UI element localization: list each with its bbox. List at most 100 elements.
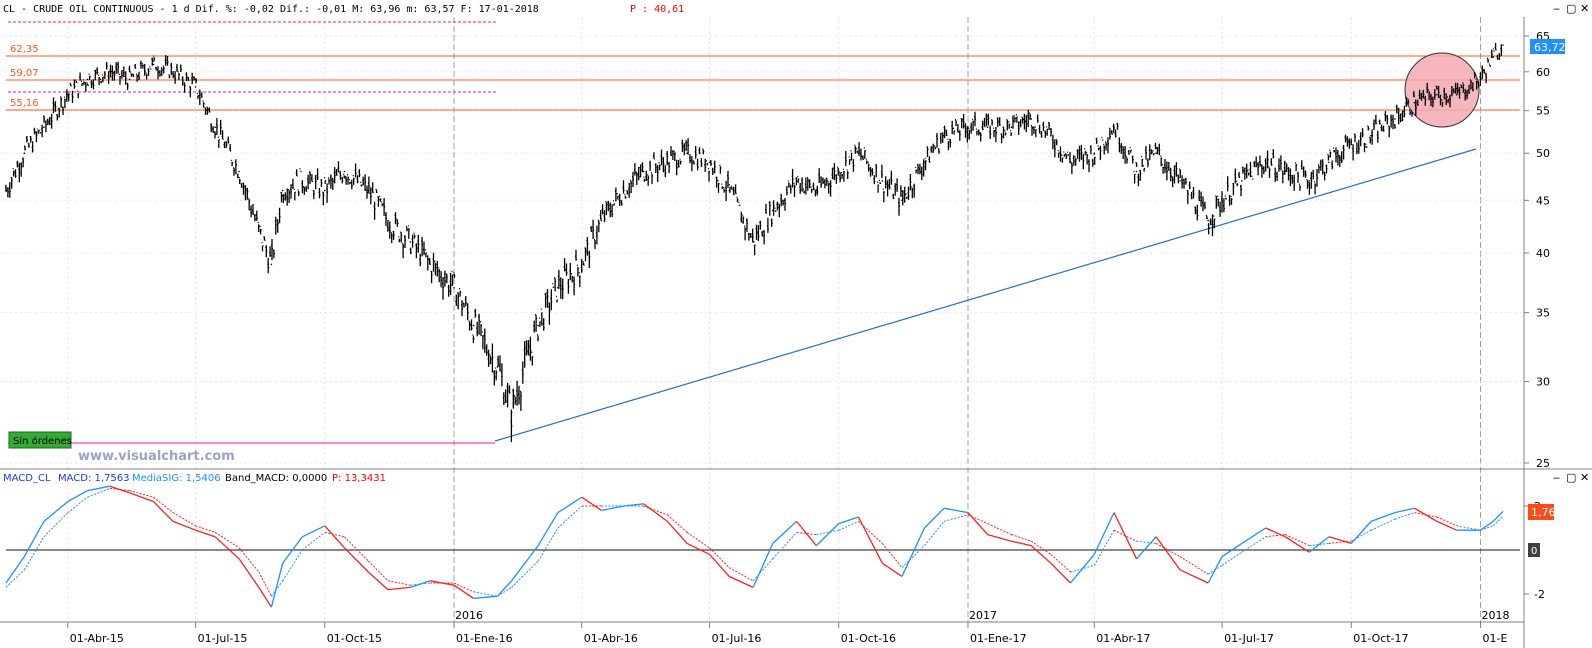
level-label-59: 59,07 [10, 68, 39, 79]
price-point [214, 126, 216, 128]
price-point [1241, 180, 1243, 182]
macd-line-segment [1492, 510, 1504, 522]
time-tick-label: 01-Ene-16 [456, 632, 513, 645]
signal-line-segment [387, 580, 411, 586]
macd-line-segment [195, 529, 216, 538]
macd-line-segment [923, 507, 945, 529]
signal-line-segment [497, 586, 512, 597]
signal-line-segment [1414, 512, 1438, 518]
close-icon[interactable]: ✕ [1580, 2, 1589, 15]
svg-text:1,76: 1,76 [1531, 506, 1556, 519]
signal-line-segment [1480, 525, 1494, 531]
macd-line-segment [410, 580, 431, 589]
macd-line-segment [153, 501, 174, 522]
signal-line-segment [172, 512, 196, 527]
maximize-icon[interactable]: ▢ [1566, 2, 1576, 15]
price-tick-label: 60 [1536, 66, 1550, 79]
price-point [1135, 170, 1138, 173]
time-tick-label: 01-Jul-17 [1224, 632, 1274, 645]
price-point [86, 78, 89, 81]
price-point [5, 189, 7, 192]
signal-line-segment [282, 549, 303, 582]
no-orders-badge[interactable]: Sin órdenes [8, 431, 72, 449]
price-point [1502, 44, 1504, 46]
price-point [1413, 101, 1416, 104]
macd-line-segment [772, 520, 798, 544]
price-point [642, 170, 645, 173]
svg-text:Sin órdenes: Sin órdenes [13, 435, 72, 447]
price-point [301, 180, 304, 182]
signal-line-segment [557, 505, 583, 529]
macd-line-segment [1436, 520, 1457, 531]
macd-line-segment [1050, 562, 1071, 584]
price-point [1479, 78, 1482, 81]
macd-maximize-icon[interactable]: ▢ [1566, 471, 1576, 484]
price-point [1436, 93, 1438, 96]
price-point [1010, 126, 1013, 128]
current-price-badge: 63,72 [1530, 39, 1566, 54]
macd-line-segment [537, 512, 559, 546]
macd-line-segment [1394, 507, 1415, 514]
price-point [1069, 161, 1072, 164]
macd-line-segment [238, 558, 260, 588]
time-tick-label: 01-Oct-15 [327, 632, 382, 645]
signal-line-segment [1221, 551, 1243, 566]
time-tick-label: 01-Abr-17 [1096, 632, 1150, 645]
signal-line-segment [214, 531, 240, 549]
macd-line-segment [709, 553, 730, 577]
macd-line-segment [1030, 545, 1052, 564]
price-point [496, 366, 499, 368]
price-point [238, 170, 240, 173]
price-point [1030, 118, 1032, 120]
price-point [367, 189, 370, 192]
signal-line-segment [5, 569, 25, 588]
price-point [128, 78, 131, 81]
signal-line-segment [1207, 564, 1223, 575]
macd-line-segment [258, 587, 272, 608]
price-tick-label: 50 [1536, 147, 1550, 160]
price-point [1308, 180, 1310, 182]
macd-line-segment [270, 563, 284, 608]
macd-minimize-icon[interactable]: ‒ [1553, 471, 1560, 484]
price-point [923, 161, 926, 164]
signal-line-segment [537, 527, 559, 562]
price-point [557, 287, 559, 289]
macd-name-label: MACD_CL [3, 473, 51, 484]
macd-line-segment [728, 575, 754, 588]
macd-close-icon[interactable]: ✕ [1580, 471, 1589, 484]
price-tick-label: 45 [1536, 194, 1550, 207]
price-point [901, 199, 903, 202]
time-tick-label: 01-Ene-17 [970, 632, 1027, 645]
price-point [772, 209, 774, 212]
macd-value-badge: 1,76 [1528, 504, 1556, 520]
price-tick-label: 55 [1536, 105, 1550, 118]
macd-line-segment [815, 523, 840, 547]
price-point [1394, 118, 1396, 120]
price-point [1370, 134, 1372, 137]
trendline[interactable] [494, 148, 1477, 442]
signal-line-segment [344, 536, 369, 562]
signal-line-segment [1328, 540, 1352, 544]
signal-line-segment [881, 543, 903, 568]
macd-line-segment [1093, 512, 1115, 555]
price-point [281, 189, 284, 192]
price-point [686, 152, 688, 154]
macd-line-segment [367, 571, 389, 591]
price-point [752, 241, 754, 243]
macd-line-segment [5, 556, 25, 584]
macd-line-segment [172, 520, 196, 531]
signal-line-segment [87, 487, 111, 498]
price-tick-label: 25 [1536, 457, 1550, 470]
macd-line-segment [473, 595, 498, 600]
macd-signal-label: MediaSIG: 1,5406 [132, 473, 221, 484]
signal-line-segment [752, 558, 774, 582]
signal-line-segment [709, 547, 730, 568]
price-series[interactable] [5, 42, 1503, 443]
signal-line-segment [838, 520, 859, 531]
macd-line-segment [511, 545, 539, 582]
price-point [67, 93, 69, 96]
price-point [270, 263, 273, 266]
signal-line-segment [367, 560, 389, 582]
signal-line-segment [1030, 540, 1052, 555]
minimize-icon[interactable]: ‒ [1553, 2, 1560, 15]
